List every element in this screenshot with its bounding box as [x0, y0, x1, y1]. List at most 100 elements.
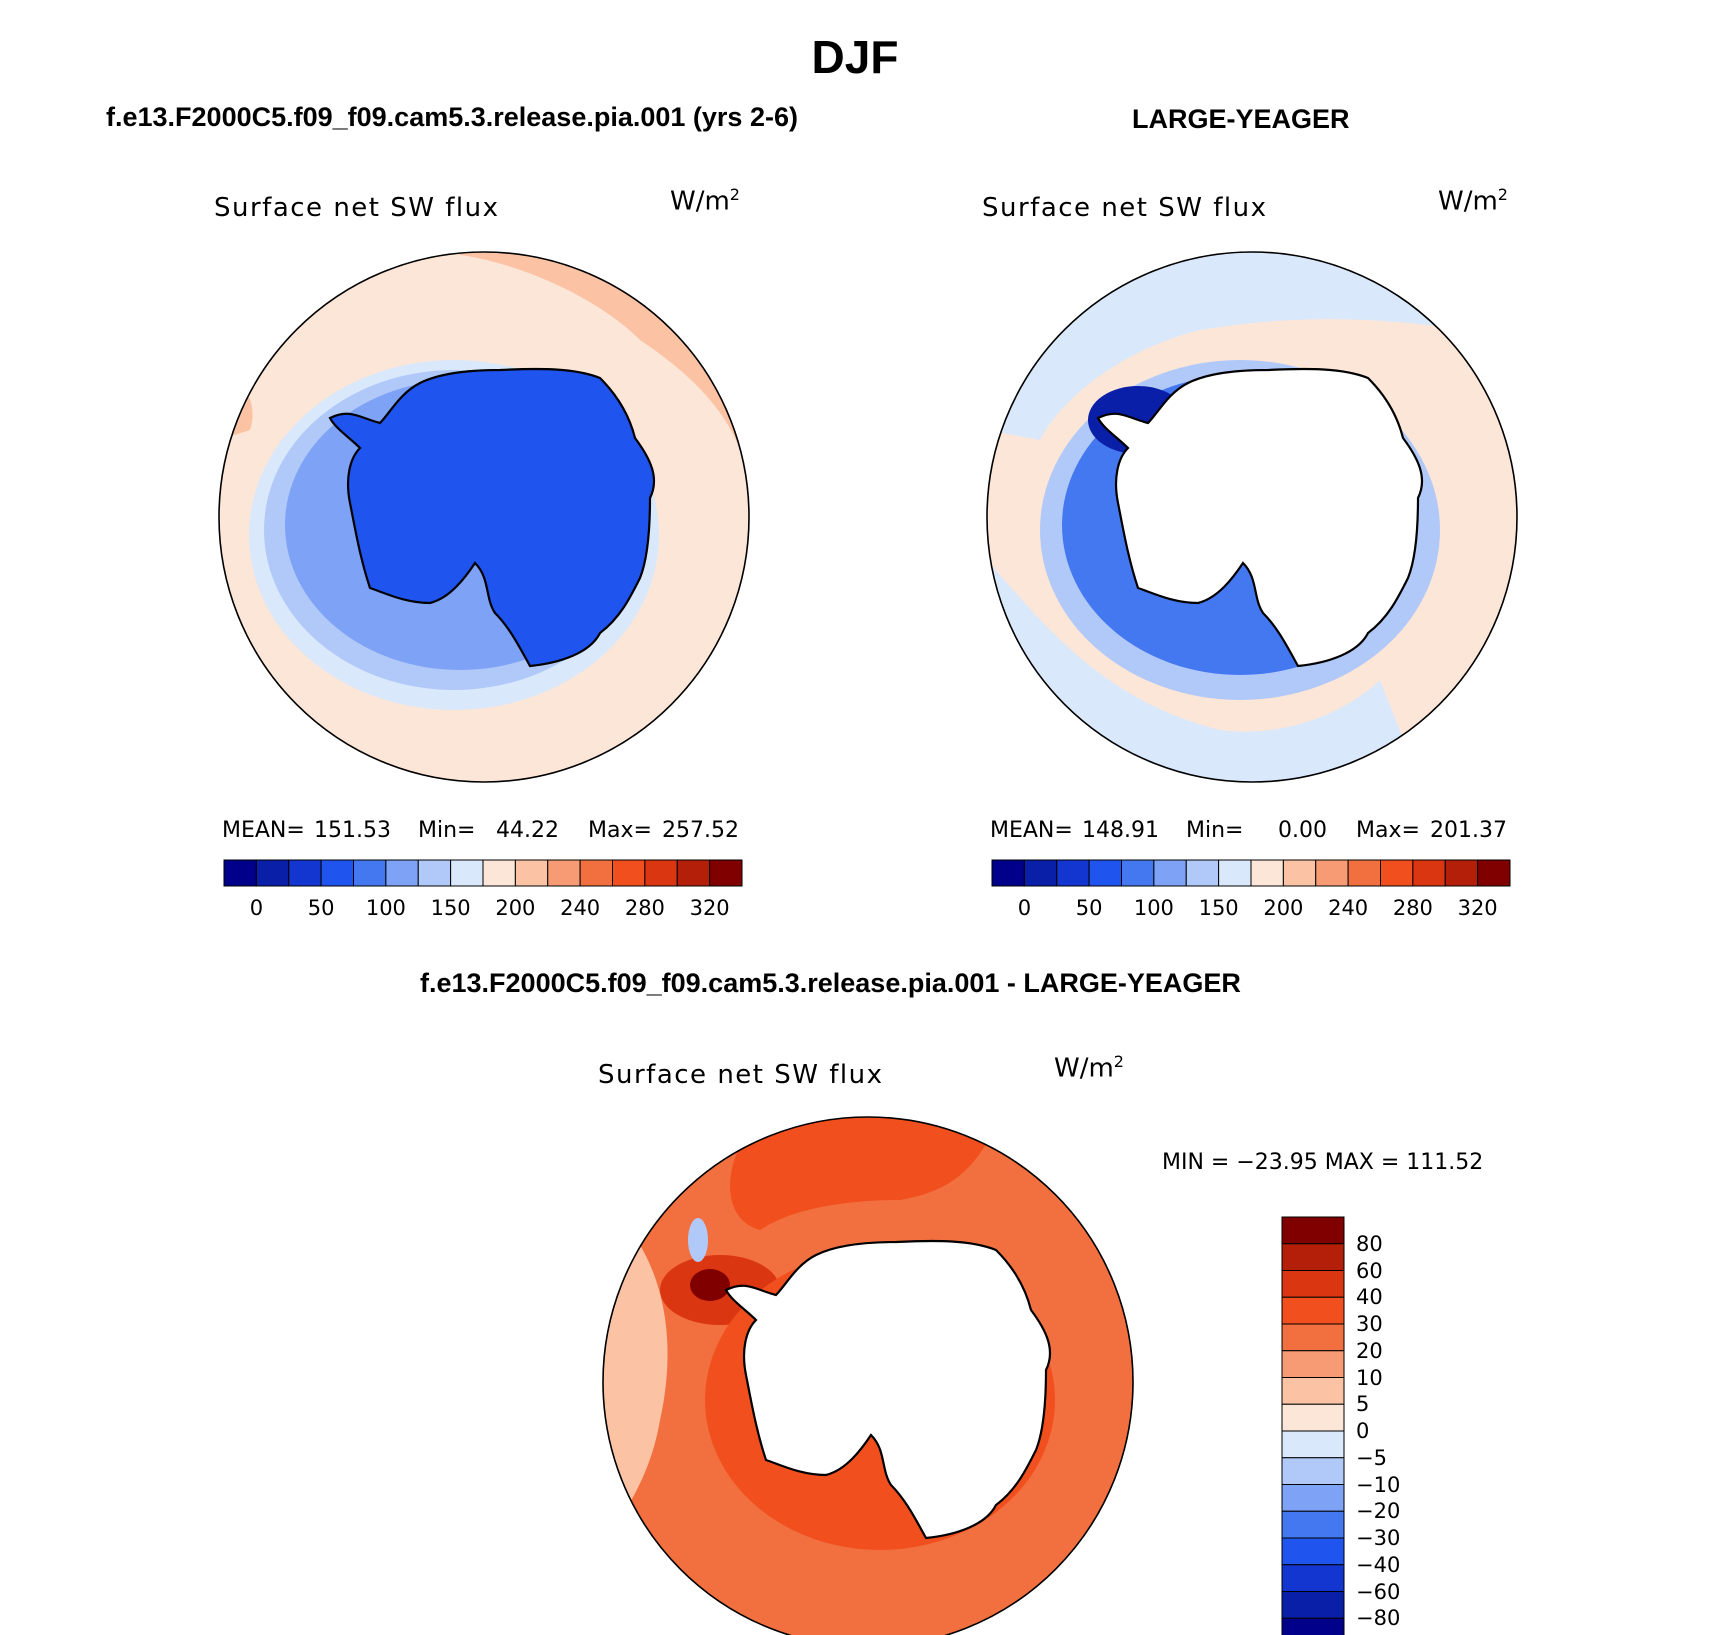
- panel2-colorbar-swatch: [1444, 859, 1479, 887]
- panel1-colorbar-swatch: [255, 859, 290, 887]
- diff-colorbar-swatch: [1281, 1510, 1345, 1539]
- panel1-units: W/m2: [670, 185, 740, 217]
- diff-colorbar-swatch: [1281, 1350, 1345, 1378]
- panel1-colorbar-swatch: [676, 859, 711, 887]
- diff-colorbar-tick-label: 0: [1356, 1419, 1370, 1443]
- panel1-colorbar-swatch: [709, 859, 743, 887]
- panel1-colorbar-tick-label: 240: [560, 896, 601, 920]
- panel2-colorbar-swatch: [1023, 859, 1058, 887]
- diff-colorbar-tick-label: 10: [1356, 1365, 1383, 1390]
- panel2-colorbar: [991, 859, 1511, 887]
- diff-colorbar-tick-label: 20: [1356, 1338, 1383, 1363]
- diff-colorbar: [1281, 1216, 1345, 1635]
- panel1-colorbar-swatch: [450, 859, 484, 887]
- panel1-mean-label: MEAN=: [222, 818, 305, 843]
- diff-map: [602, 1116, 1134, 1635]
- diff-colorbar-swatch: [1281, 1564, 1345, 1592]
- panel2-units: W/m2: [1438, 185, 1508, 217]
- panel2-map: [986, 251, 1518, 783]
- panel1-colorbar-tick-label: 150: [430, 896, 471, 920]
- panel1-max-label: Max=: [588, 818, 652, 843]
- diff-colorbar-swatch: [1281, 1617, 1345, 1635]
- panel2-units-sup: 2: [1497, 185, 1508, 204]
- panel1-colorbar: [223, 859, 743, 887]
- panel2-colorbar-swatch: [1315, 859, 1349, 887]
- panel1-colorbar-swatch: [514, 859, 549, 887]
- panel2-seaice-north: [987, 252, 1517, 440]
- diff-colorbar-tick-label: −40: [1356, 1552, 1401, 1577]
- panel2-mean-value: 148.91: [1082, 818, 1159, 843]
- panel1-colorbar-tick-label: 50: [307, 896, 335, 920]
- diff-colorbar-swatch: [1281, 1270, 1345, 1298]
- panel2-max-value: 201.37: [1430, 818, 1507, 843]
- panel2-case-title: LARGE-YEAGER: [1132, 104, 1350, 134]
- panel1-colorbar-tick-label: 280: [624, 896, 665, 920]
- diff-case-title: f.e13.F2000C5.f09_f09.cam5.3.release.pia…: [420, 968, 1241, 998]
- panel2-colorbar-swatch: [1477, 859, 1511, 887]
- panel2-seaice-south: [987, 560, 1420, 782]
- panel2-colorbar-swatch: [1185, 859, 1220, 887]
- panel2-colorbar-swatch: [1218, 859, 1252, 887]
- diff-colorbar-swatch: [1281, 1537, 1345, 1566]
- diff-negative-patch: [688, 1218, 708, 1262]
- panel2-map-border: [986, 251, 1518, 783]
- diff-map-border: [602, 1116, 1134, 1635]
- diff-colorbar-swatch: [1281, 1216, 1345, 1245]
- diff-colorbar-tick-label: −80: [1356, 1606, 1401, 1631]
- panel1-warm-region-west: [219, 360, 253, 440]
- diff-colorbar-swatch: [1281, 1403, 1345, 1432]
- diff-colorbar-swatch: [1281, 1296, 1345, 1325]
- panel1-colorbar-swatch: [579, 859, 613, 887]
- panel2-colorbar-tick-label: 200: [1263, 896, 1304, 920]
- panel2-field-title: Surface net SW flux: [982, 193, 1268, 223]
- panel1-colorbar-tick-label: 100: [365, 896, 406, 920]
- diff-colorbar-tick-label: 40: [1356, 1285, 1383, 1310]
- panel2-units-text: W/m: [1438, 186, 1498, 217]
- diff-colorbar-tick-label: −20: [1356, 1499, 1401, 1524]
- panel1-min-label: Min=: [418, 818, 476, 843]
- diff-units-text: W/m: [1054, 1053, 1114, 1084]
- diff-colorbar-swatch: [1281, 1377, 1345, 1405]
- panel2-colorbar-tick-label: 320: [1457, 896, 1498, 920]
- diff-colorbar-swatch: [1281, 1243, 1345, 1271]
- diff-field-title: Surface net SW flux: [598, 1060, 884, 1090]
- diff-colorbar-tick-label: −10: [1356, 1472, 1401, 1497]
- diff-colorbar-tick-label: 80: [1356, 1231, 1383, 1256]
- diff-weddell-max: [690, 1269, 730, 1301]
- panel2-colorbar-swatch: [1088, 859, 1122, 887]
- page-title: DJF: [811, 31, 899, 83]
- panel1-colorbar-swatch: [288, 859, 322, 887]
- diff-north-strong: [730, 1117, 1000, 1230]
- panel2-colorbar-swatch: [1380, 859, 1414, 887]
- panel1-colorbar-tick-label: 320: [689, 896, 730, 920]
- panel2-min-label: Min=: [1186, 818, 1244, 843]
- panel2-min-value: 0.00: [1278, 818, 1327, 843]
- panel1-colorbar-tick-label: 0: [249, 896, 264, 920]
- panel2-colorbar-tick-label: 240: [1328, 896, 1369, 920]
- panel2-colorbar-swatch: [1282, 859, 1317, 887]
- panel1-colorbar-swatch: [385, 859, 419, 887]
- panel1-min-value: 44.22: [496, 818, 559, 843]
- diff-colorbar-tick-label: 30: [1356, 1312, 1383, 1336]
- panel1-colorbar-tick-label: 200: [495, 896, 536, 920]
- diff-colorbar-swatch: [1281, 1591, 1345, 1619]
- panel2-colorbar-swatch: [1250, 859, 1284, 887]
- diff-colorbar-swatch: [1281, 1484, 1345, 1512]
- diff-units-sup: 2: [1113, 1052, 1124, 1071]
- diff-units: W/m2: [1054, 1052, 1124, 1084]
- diff-minmax: MIN = −23.95 MAX = 111.52: [1162, 1150, 1484, 1175]
- diff-colorbar-tick-label: −5: [1356, 1445, 1387, 1470]
- panel2-colorbar-swatch: [1121, 859, 1155, 887]
- diff-colorbar-tick-label: −30: [1356, 1526, 1401, 1550]
- panel1-colorbar-swatch: [547, 859, 581, 887]
- panel1-colorbar-swatch: [353, 859, 387, 887]
- panel1-units-sup: 2: [729, 185, 740, 204]
- panel2-colorbar-tick-label: 280: [1392, 896, 1433, 920]
- panel2-colorbar-tick-label: 50: [1075, 896, 1103, 920]
- panel1-colorbar-swatch: [417, 859, 452, 887]
- diff-colorbar-swatch: [1281, 1323, 1345, 1352]
- diff-colorbar-tick-label: 5: [1356, 1392, 1370, 1417]
- panel2-mean-label: MEAN=: [990, 818, 1073, 843]
- panel1-max-value: 257.52: [662, 818, 739, 843]
